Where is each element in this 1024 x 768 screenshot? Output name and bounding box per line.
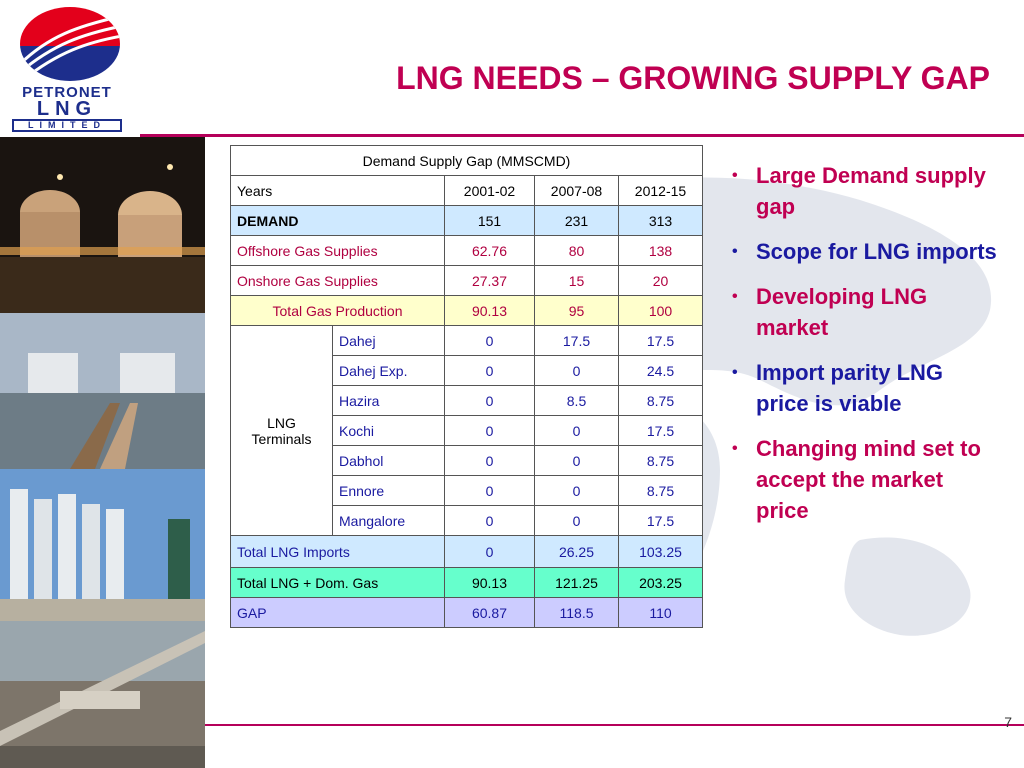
cell-value: 8.75	[618, 475, 703, 506]
terminal-name: Ennore	[332, 475, 445, 506]
cell-value: 17.5	[618, 415, 703, 446]
cell-value: 0	[444, 325, 535, 356]
bullet-dot-icon: •	[732, 167, 738, 184]
row-total-lng-imports: Total LNG Imports 0 26.25 103.25	[230, 535, 703, 568]
logo-text-lng: LNG	[36, 98, 98, 120]
bullet-item: • Developing LNG market	[730, 281, 1000, 343]
year-header: 2007-08	[534, 175, 619, 206]
terminal-row: Mangalore 0 0 17.5	[230, 505, 703, 536]
cell-value: 0	[444, 535, 535, 568]
cell-value: 15	[534, 265, 619, 296]
cell-value: 62.76	[444, 235, 535, 266]
row-total-production: Total Gas Production 90.13 95 100	[230, 295, 703, 326]
cell-value: 0	[534, 355, 619, 386]
row-total-lng-dom-gas: Total LNG + Dom. Gas 90.13 121.25 203.25	[230, 567, 703, 598]
cell-value: 121.25	[534, 567, 619, 598]
row-onshore: Onshore Gas Supplies 27.37 15 20	[230, 265, 703, 296]
row-demand: DEMAND 151 231 313	[230, 205, 703, 236]
logo-text-petronet: PETRONET	[22, 84, 112, 101]
demand-supply-table: Demand Supply Gap (MMSCMD) Years 2001-02…	[230, 145, 703, 628]
cell-value: 0	[444, 385, 535, 416]
row-label: Onshore Gas Supplies	[230, 265, 445, 296]
cell-value: 8.75	[618, 445, 703, 476]
bullet-item: • Changing mind set to accept the market …	[730, 433, 1000, 526]
row-label: DEMAND	[230, 205, 445, 236]
bullet-list: • Large Demand supply gap • Scope for LNG …	[730, 160, 1000, 540]
cell-value: 0	[444, 445, 535, 476]
cell-value: 95	[534, 295, 619, 326]
petronet-logo: PETRONET LNG LIMITED	[4, 4, 130, 132]
cell-value: 80	[534, 235, 619, 266]
cell-value: 118.5	[534, 597, 619, 628]
bullet-item: • Import parity LNG price is viable	[730, 357, 1000, 419]
lng-terminals-label: LNG Terminals	[230, 325, 333, 536]
cell-value: 27.37	[444, 265, 535, 296]
cell-value: 90.13	[444, 567, 535, 598]
bottom-divider	[205, 724, 1024, 726]
cell-value: 231	[534, 205, 619, 236]
photo-lng-plant-night	[0, 137, 205, 313]
cell-value: 8.75	[618, 385, 703, 416]
photo-pipeline-pier	[0, 621, 205, 768]
years-label: Years	[230, 175, 445, 206]
bullet-item: • Scope for LNG imports	[730, 236, 1000, 267]
cell-value: 26.25	[534, 535, 619, 568]
cell-value: 20	[618, 265, 703, 296]
terminal-row: Dabhol 0 0 8.75	[230, 445, 703, 476]
bullet-dot-icon: •	[732, 364, 738, 381]
cell-value: 90.13	[444, 295, 535, 326]
table-caption: Demand Supply Gap (MMSCMD)	[230, 145, 703, 176]
cell-value: 17.5	[618, 325, 703, 356]
bullet-dot-icon: •	[732, 440, 738, 457]
cell-value: 17.5	[534, 325, 619, 356]
logo-globe-icon	[20, 7, 120, 81]
terminal-name: Dabhol	[332, 445, 445, 476]
cell-value: 0	[534, 415, 619, 446]
year-header: 2001-02	[444, 175, 535, 206]
cell-value: 8.5	[534, 385, 619, 416]
slide-title: LNG NEEDS – GROWING SUPPLY GAP	[396, 60, 990, 96]
cell-value: 0	[534, 475, 619, 506]
cell-value: 0	[534, 505, 619, 536]
cell-value: 24.5	[618, 355, 703, 386]
cell-value: 0	[444, 415, 535, 446]
page-number: 7	[1004, 714, 1012, 730]
terminal-name: Kochi	[332, 415, 445, 446]
terminal-name: Hazira	[332, 385, 445, 416]
bullet-dot-icon: •	[732, 243, 738, 260]
top-divider	[140, 134, 1024, 137]
cell-value: 151	[444, 205, 535, 236]
cell-value: 60.87	[444, 597, 535, 628]
terminal-name: Dahej	[332, 325, 445, 356]
cell-value: 138	[618, 235, 703, 266]
row-offshore: Offshore Gas Supplies 62.76 80 138	[230, 235, 703, 266]
row-label: Total Gas Production	[230, 295, 445, 326]
terminal-name: Dahej Exp.	[332, 355, 445, 386]
photo-strip	[0, 137, 205, 768]
row-label: Offshore Gas Supplies	[230, 235, 445, 266]
row-label: Total LNG Imports	[230, 535, 445, 568]
row-gap: GAP 60.87 118.5 110	[230, 597, 703, 628]
terminal-name: Mangalore	[332, 505, 445, 536]
terminal-row: LNG Terminals Dahej 0 17.5 17.5	[230, 325, 703, 536]
cell-value: 203.25	[618, 567, 703, 598]
cell-value: 0	[444, 505, 535, 536]
cell-value: 100	[618, 295, 703, 326]
cell-value: 103.25	[618, 535, 703, 568]
photo-lng-terminal-jetty	[0, 313, 205, 469]
cell-value: 17.5	[618, 505, 703, 536]
cell-value: 110	[618, 597, 703, 628]
row-label: Total LNG + Dom. Gas	[230, 567, 445, 598]
cell-value: 0	[534, 445, 619, 476]
logo-text-limited: LIMITED	[12, 119, 122, 132]
photo-regasification-units	[0, 469, 205, 621]
bullet-item: • Large Demand supply gap	[730, 160, 1000, 222]
cell-value: 313	[618, 205, 703, 236]
year-header: 2012-15	[618, 175, 703, 206]
cell-value: 0	[444, 475, 535, 506]
bullet-dot-icon: •	[732, 288, 738, 305]
cell-value: 0	[444, 355, 535, 386]
row-label: GAP	[230, 597, 445, 628]
